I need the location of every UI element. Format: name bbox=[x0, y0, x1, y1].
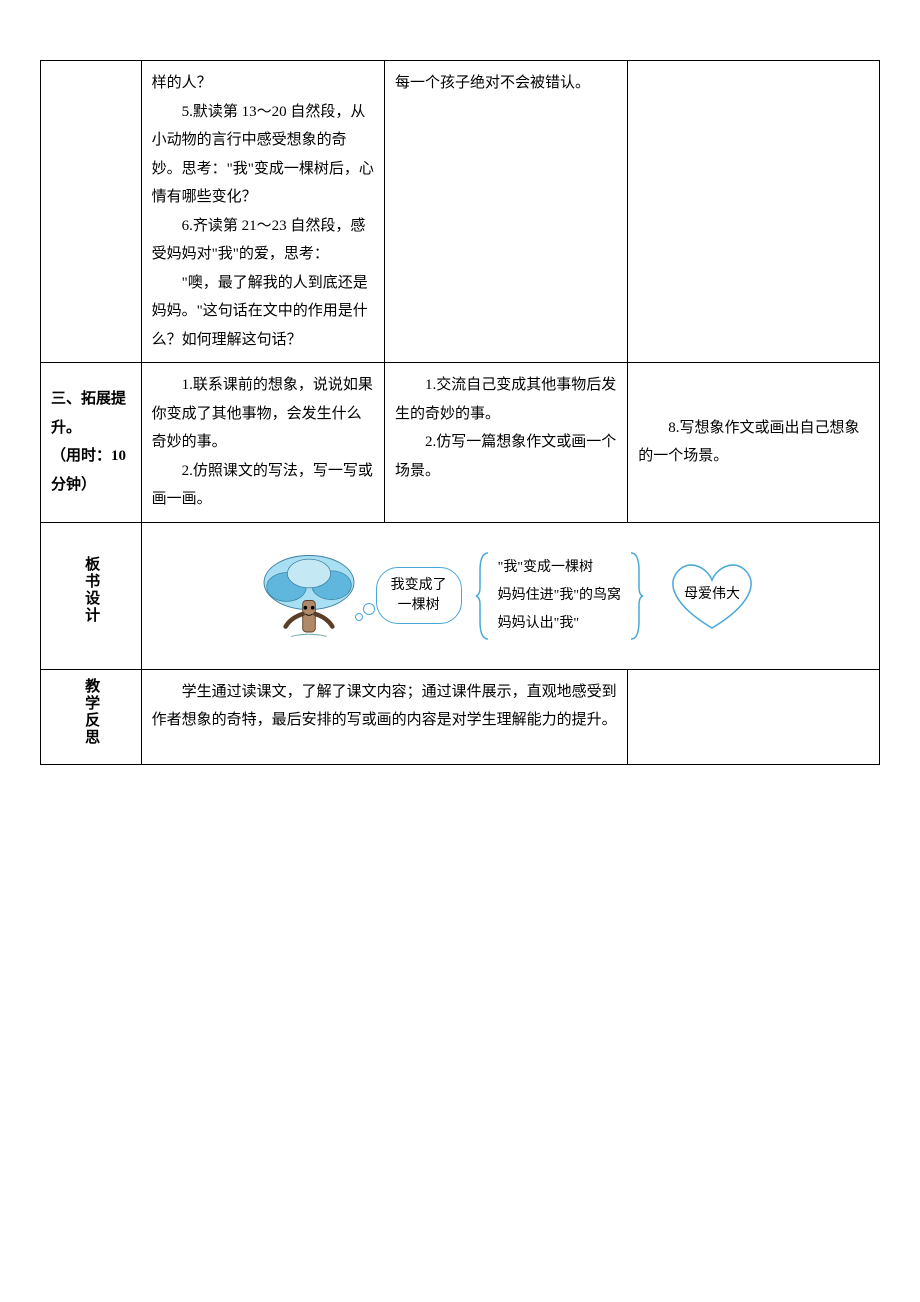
brace-content: "我"变成一棵树 妈妈住进"我"的鸟窝 妈妈认出"我" bbox=[498, 554, 621, 638]
row2-col2: 1.联系课前的想象，说说如果你变成了其他事物，会发生什么奇妙的事。 2.仿照课文… bbox=[141, 363, 384, 523]
text-paragraph: "噢，最了解我的人到底还是妈妈。"这句话在文中的作用是什么？如何理解这句话？ bbox=[152, 269, 374, 355]
brace-line: "我"变成一棵树 bbox=[498, 554, 621, 582]
table-row: 教学反思 学生通过读课文，了解了课文内容；通过课件展示，直观地感受到作者想象的奇… bbox=[41, 669, 880, 765]
bubble-text: 我变成了 一棵树 bbox=[391, 578, 447, 613]
text-line: 样的人？ bbox=[152, 69, 374, 98]
board-design-cell: 我变成了 一棵树 "我"变成一棵树 妈妈住进"我"的鸟窝 妈妈认出"我" bbox=[141, 522, 879, 669]
text-paragraph: 学生通过读课文，了解了课文内容；通过课件展示，直观地感受到作者想象的奇特，最后安… bbox=[152, 678, 618, 735]
tree-icon bbox=[254, 551, 364, 641]
brace-line: 妈妈住进"我"的鸟窝 bbox=[498, 582, 621, 610]
text-line: 每一个孩子绝对不会被错认。 bbox=[395, 69, 617, 98]
row1-col4 bbox=[628, 61, 880, 363]
heart-shape: 母爱伟大 bbox=[657, 556, 767, 636]
board-design-diagram: 我变成了 一棵树 "我"变成一棵树 妈妈住进"我"的鸟窝 妈妈认出"我" bbox=[152, 531, 869, 661]
heart-text: 母爱伟大 bbox=[684, 582, 740, 609]
text-paragraph: 2.仿写一篇想象作文或画一个场景。 bbox=[395, 428, 617, 485]
row1-label-cell bbox=[41, 61, 142, 363]
row1-col3: 每一个孩子绝对不会被错认。 bbox=[384, 61, 627, 363]
brace-line: 妈妈认出"我" bbox=[498, 610, 621, 638]
text-paragraph: 1.联系课前的想象，说说如果你变成了其他事物，会发生什么奇妙的事。 bbox=[152, 371, 374, 457]
section-title: 三、拓展提升。 bbox=[51, 385, 131, 442]
text-paragraph: 2.仿照课文的写法，写一写或画一画。 bbox=[152, 457, 374, 514]
table-row: 板书设计 bbox=[41, 522, 880, 669]
row4-text-cell: 学生通过读课文，了解了课文内容；通过课件展示，直观地感受到作者想象的奇特，最后安… bbox=[141, 669, 628, 765]
left-brace-icon bbox=[474, 551, 492, 641]
lesson-plan-table: 样的人？ 5.默读第 13～20 自然段，从小动物的言行中感受想象的奇妙。思考：… bbox=[40, 60, 880, 765]
table-row: 三、拓展提升。 （用时：10 分钟） 1.联系课前的想象，说说如果你变成了其他事… bbox=[41, 363, 880, 523]
right-brace-icon bbox=[627, 551, 645, 641]
brace-group: "我"变成一棵树 妈妈住进"我"的鸟窝 妈妈认出"我" bbox=[474, 551, 645, 641]
title-bubble: 我变成了 一棵树 bbox=[376, 567, 462, 624]
section-title-vertical: 板书设计 bbox=[77, 556, 106, 624]
text-paragraph: 1.交流自己变成其他事物后发生的奇妙的事。 bbox=[395, 371, 617, 428]
text-paragraph: 8.写想象作文或画出自己想象的一个场景。 bbox=[638, 414, 869, 471]
row1-col2: 样的人？ 5.默读第 13～20 自然段，从小动物的言行中感受想象的奇妙。思考：… bbox=[141, 61, 384, 363]
section-time: （用时：10 分钟） bbox=[51, 442, 131, 499]
text-paragraph: 5.默读第 13～20 自然段，从小动物的言行中感受想象的奇妙。思考："我"变成… bbox=[152, 98, 374, 212]
row2-col3: 1.交流自己变成其他事物后发生的奇妙的事。 2.仿写一篇想象作文或画一个场景。 bbox=[384, 363, 627, 523]
row2-col4: 8.写想象作文或画出自己想象的一个场景。 bbox=[628, 363, 880, 523]
row4-label-cell: 教学反思 bbox=[41, 669, 142, 765]
text-paragraph: 6.齐读第 21～23 自然段，感受妈妈对"我"的爱，思考： bbox=[152, 212, 374, 269]
table-row: 样的人？ 5.默读第 13～20 自然段，从小动物的言行中感受想象的奇妙。思考：… bbox=[41, 61, 880, 363]
section-title-vertical: 教学反思 bbox=[77, 678, 106, 746]
row3-label-cell: 板书设计 bbox=[41, 522, 142, 669]
row2-label-cell: 三、拓展提升。 （用时：10 分钟） bbox=[41, 363, 142, 523]
row4-empty-cell bbox=[628, 669, 880, 765]
